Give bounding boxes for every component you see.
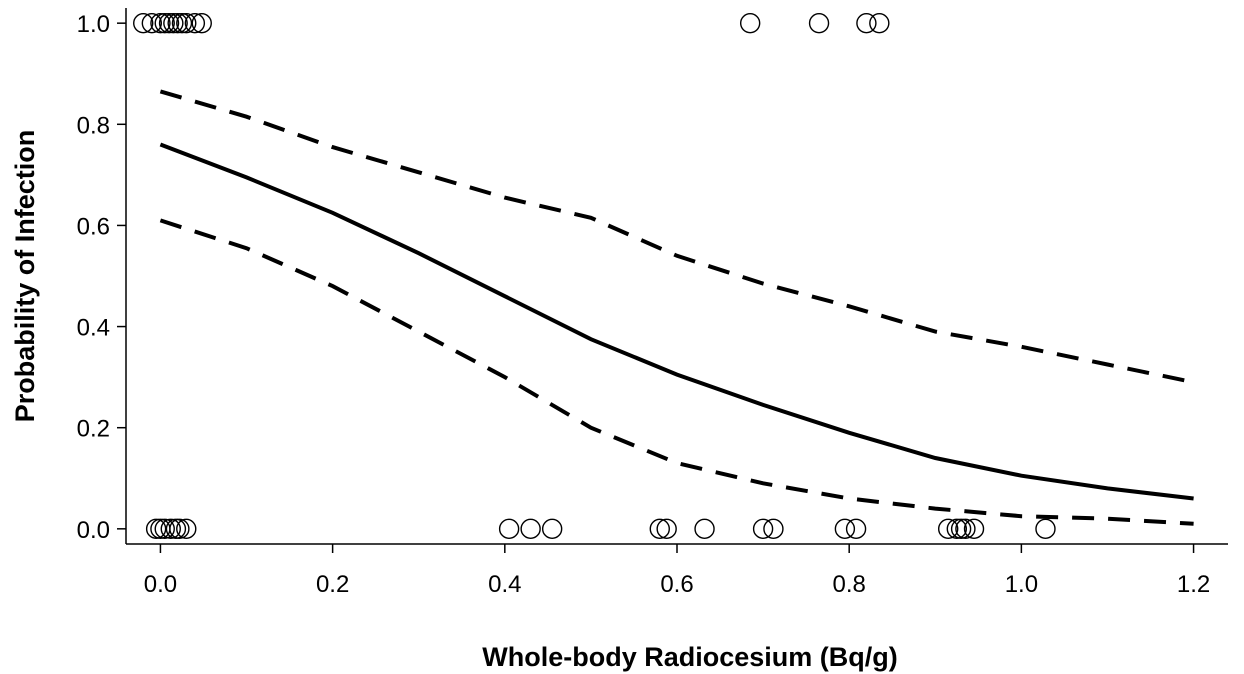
observation-point (1035, 518, 1056, 540)
observation-point (520, 518, 541, 540)
confidence-band-line-2 (159, 218, 1194, 526)
observation-point (176, 12, 197, 34)
observation-point (163, 12, 184, 34)
observation-point (191, 12, 212, 34)
observation-point (154, 518, 175, 540)
observation-point (169, 518, 190, 540)
observation-point (167, 12, 188, 34)
x-tick-label: 0.2 (316, 571, 349, 598)
observation-point (656, 518, 677, 540)
observation-point (133, 12, 154, 34)
x-axis-title: Whole-body Radiocesium (Bq/g) (482, 642, 898, 672)
observation-point (649, 518, 670, 540)
x-tick-label: 1.2 (1177, 571, 1210, 598)
x-tick-label: 1.0 (1005, 571, 1038, 598)
observation-point (694, 518, 715, 540)
x-tick-label: 0.8 (833, 571, 866, 598)
observation-point (160, 518, 181, 540)
y-tick-label: 0.0 (77, 517, 110, 544)
y-axis: 0.0 0.2 0.4 0.6 0.8 1.0 (77, 8, 127, 544)
observation-point (763, 518, 784, 540)
observation-point (808, 12, 830, 34)
observation-point (141, 12, 163, 34)
observation-point (937, 518, 959, 540)
observation-point (158, 12, 180, 34)
observation-point (955, 518, 976, 540)
y-tick-label: 0.6 (77, 213, 110, 240)
observation-point (752, 518, 774, 540)
observation-point (150, 12, 171, 34)
observation-point (869, 12, 890, 34)
x-tick-label: 0.0 (144, 571, 177, 598)
y-tick-label: 1.0 (77, 11, 110, 38)
observation-point (946, 518, 968, 540)
observation-point (184, 12, 206, 34)
x-axis: 0.0 0.2 0.4 0.6 0.8 1.0 1.2 (126, 543, 1228, 598)
observation-point (145, 518, 167, 540)
observation-point (950, 518, 972, 540)
observation-point (498, 518, 520, 540)
observation-point (176, 518, 197, 540)
observation-point (171, 12, 193, 34)
y-tick-label: 0.2 (77, 416, 110, 443)
observation-point (834, 518, 856, 540)
y-tick-label: 0.8 (77, 112, 110, 139)
plot-area (133, 12, 1195, 540)
x-tick-label: 0.4 (488, 571, 521, 598)
observation-point (541, 518, 563, 540)
y-tick-label: 0.4 (77, 315, 110, 342)
fitted-probability-line (159, 142, 1194, 501)
observation-point (856, 12, 877, 34)
confidence-band-line-1 (159, 89, 1195, 385)
observation-point (154, 12, 175, 34)
observation-point (963, 518, 985, 540)
observation-point (845, 518, 867, 540)
observation-point (739, 12, 761, 34)
y-axis-title: Probability of Infection (10, 130, 40, 423)
x-tick-label: 0.6 (660, 571, 693, 598)
